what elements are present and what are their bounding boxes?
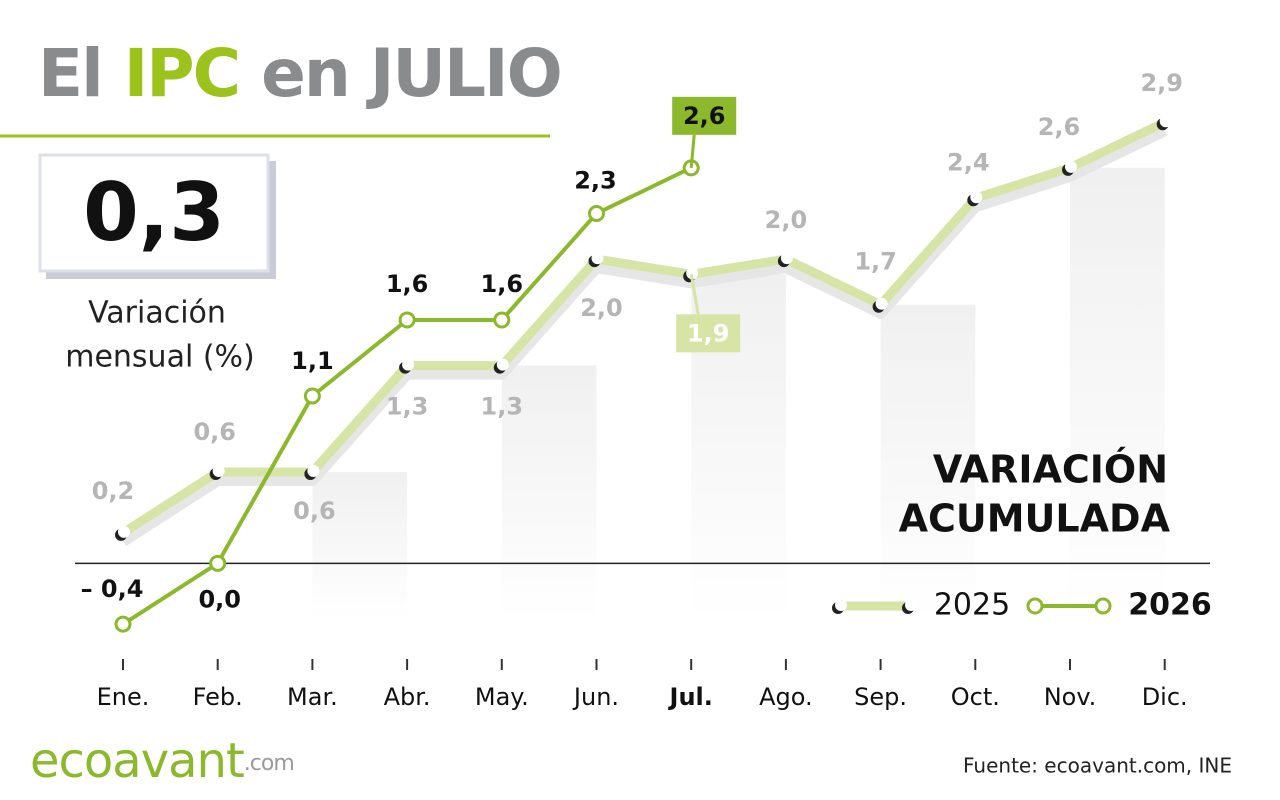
value-label: 1,7	[854, 248, 897, 276]
title-part: El	[38, 35, 102, 112]
band	[1070, 167, 1165, 620]
marker	[780, 252, 793, 265]
value-label: 2,4	[947, 148, 990, 176]
marker	[303, 387, 321, 405]
legend-label: 2025	[934, 588, 1010, 623]
marker	[588, 204, 605, 222]
x-tick-label: Feb.	[193, 683, 243, 711]
marker	[1159, 115, 1172, 128]
background-bands	[312, 167, 1165, 620]
logo-main: ecoavant	[30, 733, 244, 789]
marker	[875, 297, 888, 310]
value-label: 1,3	[386, 393, 429, 421]
value-label: 2,0	[765, 206, 808, 234]
value-label: 0,0	[198, 585, 241, 613]
marker	[402, 358, 415, 371]
marker	[118, 525, 130, 538]
x-tick-label: Nov.	[1044, 683, 1097, 711]
source: Fuente: ecoavant.com, INE	[963, 754, 1232, 778]
marker	[493, 311, 511, 329]
marker	[209, 554, 227, 572]
line	[120, 118, 1167, 537]
value-label: 1,1	[291, 347, 334, 375]
line-shadow	[119, 124, 1168, 546]
marker	[212, 465, 225, 478]
x-tick-label: Ago.	[759, 683, 813, 711]
label-leader	[689, 134, 696, 168]
x-tick-label: Jul.	[668, 683, 713, 711]
x-tick-label: Dic.	[1142, 683, 1188, 711]
marker	[686, 267, 699, 280]
x-tick-label: May.	[475, 683, 529, 711]
value-label: 2,3	[574, 166, 617, 194]
value-label: 0,6	[193, 418, 236, 446]
label-box	[672, 96, 737, 135]
value-label: 2,0	[580, 294, 623, 322]
marker	[398, 311, 416, 329]
value-box	[38, 153, 270, 273]
annotation: VARIACIÓN	[933, 448, 1168, 492]
x-tick-label: Oct.	[951, 683, 1000, 711]
x-tick-label: Sep.	[854, 683, 907, 711]
marker	[970, 191, 983, 204]
caption: Variación	[88, 296, 226, 331]
value-label: 0,2	[92, 477, 135, 505]
monthly-value: 0,3	[83, 166, 225, 259]
value-label: 2,6	[683, 102, 726, 130]
logo-suffix: .com	[244, 751, 294, 776]
value-label: – 0,4	[81, 575, 144, 603]
value-label: 1,3	[481, 393, 524, 421]
marker	[307, 465, 320, 478]
value-label: 2,6	[1038, 113, 1081, 141]
legend-marker	[1094, 597, 1112, 615]
title-part: en JULIO	[261, 35, 561, 112]
band	[880, 304, 976, 620]
value-label: 1,6	[481, 270, 524, 298]
marker	[114, 615, 132, 633]
x-tick-label: Jun.	[572, 683, 619, 711]
band	[312, 472, 408, 620]
x-tick-label: Ene.	[97, 683, 150, 711]
value-label: 1,6	[386, 270, 429, 298]
marker	[496, 358, 509, 371]
x-tick-label: Abr.	[384, 683, 431, 711]
label-box	[676, 314, 741, 353]
title-highlight: IPC	[124, 35, 239, 112]
x-tick-label: Mar.	[287, 683, 338, 711]
title: El IPC en JULIO	[38, 35, 561, 112]
band	[501, 365, 597, 620]
value-label: 1,9	[687, 319, 730, 347]
legend-marker	[905, 599, 917, 611]
value-label: 0,6	[293, 497, 336, 525]
legend-marker	[835, 599, 847, 611]
annotation: ACUMULADA	[899, 497, 1171, 541]
caption: mensual (%)	[65, 340, 255, 375]
logo: ecoavant.com	[30, 733, 294, 789]
label-leader	[689, 274, 700, 315]
marker	[591, 252, 604, 265]
marker	[1065, 160, 1077, 173]
value-label: 2,9	[1140, 69, 1183, 97]
legend-marker	[1026, 597, 1044, 615]
legend-label: 2026	[1128, 588, 1212, 623]
